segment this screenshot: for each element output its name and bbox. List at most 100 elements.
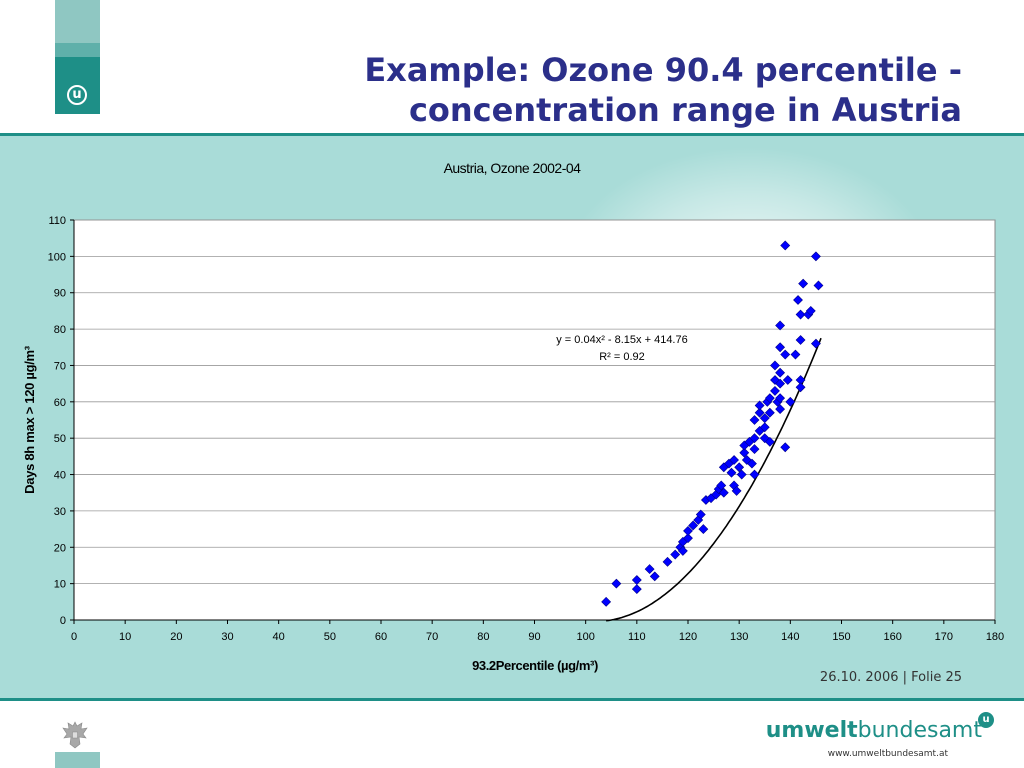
data-point [670,549,681,560]
brand-badge-icon: u [978,712,994,728]
data-point [775,393,786,404]
data-point [729,455,739,465]
data-point [775,404,786,415]
left-accent-bar [55,0,100,43]
data-point [775,378,786,389]
data-point [677,545,688,556]
data-point [749,433,760,444]
plot-area [73,219,996,621]
x-tick-label: 150 [832,631,850,643]
data-point [734,462,745,473]
data-point [731,485,742,496]
data-point [775,320,786,331]
logo-tile: u [55,57,100,114]
x-tick-label: 10 [119,631,131,643]
x-tick-label: 0 [71,631,77,643]
data-point [718,487,729,498]
x-tick-label: 80 [477,631,489,643]
data-point [780,442,791,453]
brand-regular: bundesamt [857,718,982,743]
data-point [759,433,770,444]
slide-title-line2: concentration range in Austria [408,91,962,129]
data-point [611,578,622,589]
data-point [795,335,806,345]
data-point [754,400,765,411]
y-tick-label: 0 [60,615,66,627]
x-axis-ticks: 0 10 20 30 40 50 60 70 80 90 100 110 120 130 140 150 160… [71,619,1004,643]
data-point [741,455,752,465]
y-tick-label: 50 [54,433,66,445]
data-points [601,240,824,607]
y-tick-label: 100 [48,251,66,263]
data-point [764,407,775,418]
y-tick-label: 110 [48,215,66,227]
left-accent-stripe [55,43,100,57]
x-tick-label: 100 [576,631,594,643]
x-tick-label: 30 [221,631,233,643]
slide-title: Example: Ozone 90.4 percentile - concent… [162,50,962,130]
x-tick-label: 180 [986,631,1004,643]
data-point [775,367,786,378]
austrian-eagle-icon [62,721,88,749]
x-tick-label: 110 [628,631,646,643]
data-point [662,556,673,567]
brand-wordmark: umweltbundesamt [766,718,982,743]
data-point [798,278,809,289]
y-tick-label: 80 [54,324,66,336]
data-point [780,349,791,360]
website-url: www.umweltbundesamt.at [827,749,948,759]
data-point [764,393,775,404]
data-point [749,469,760,480]
data-point [631,575,642,585]
x-tick-label: 40 [273,631,285,643]
y-tick-label: 70 [54,360,66,372]
data-point [749,444,760,455]
trend-equation: y = 0.04x² - 8.15x + 414.76 [556,334,687,346]
data-point [683,525,693,536]
x-tick-label: 130 [730,631,748,643]
y-tick-label: 30 [54,506,66,518]
umweltbundesamt-logo-icon: u [67,85,87,105]
x-tick-label: 140 [781,631,799,643]
footer-divider [0,698,1024,701]
data-point [770,385,780,396]
data-point [810,338,821,349]
data-point [716,480,727,491]
brand-bold: umwelt [765,718,858,743]
y-tick-label: 40 [54,470,66,482]
x-axis-label: 93.2Percentile (µg/m³) [472,658,598,673]
data-point [795,309,806,320]
data-point [782,375,793,385]
data-point [805,305,816,316]
data-point [813,280,824,291]
data-point [736,469,747,480]
x-tick-label: 160 [883,631,901,643]
data-point [775,342,786,353]
data-point [754,407,765,418]
y-tick-label: 20 [54,542,66,554]
x-tick-label: 120 [679,631,697,643]
x-tick-label: 70 [426,631,438,643]
data-point [698,524,709,535]
data-point [770,360,780,371]
x-tick-label: 170 [935,631,953,643]
data-point [764,436,775,447]
chart-title: Austria, Ozone 2002-04 [444,160,582,176]
left-accent-bar-bottom [55,752,100,768]
header-divider [0,133,1024,136]
x-tick-label: 90 [528,631,540,643]
y-axis-label: Days 8h max > 120 µg/m³ [22,345,37,494]
data-point [649,571,660,582]
data-point [688,520,699,531]
trendline [606,337,822,622]
y-axis-ticks: 0 10 20 30 40 50 60 70 80 90 100 110 [48,215,75,627]
x-tick-label: 60 [375,631,387,643]
data-point [747,458,757,469]
data-point [780,240,791,251]
date-slide-number: 26.10. 2006 | Folie 25 [819,670,962,685]
data-point [601,596,612,607]
data-point [739,447,750,458]
slide-title-line1: Example: Ozone 90.4 percentile - [364,51,962,89]
y-tick-label: 10 [54,579,66,591]
data-point [726,467,737,478]
